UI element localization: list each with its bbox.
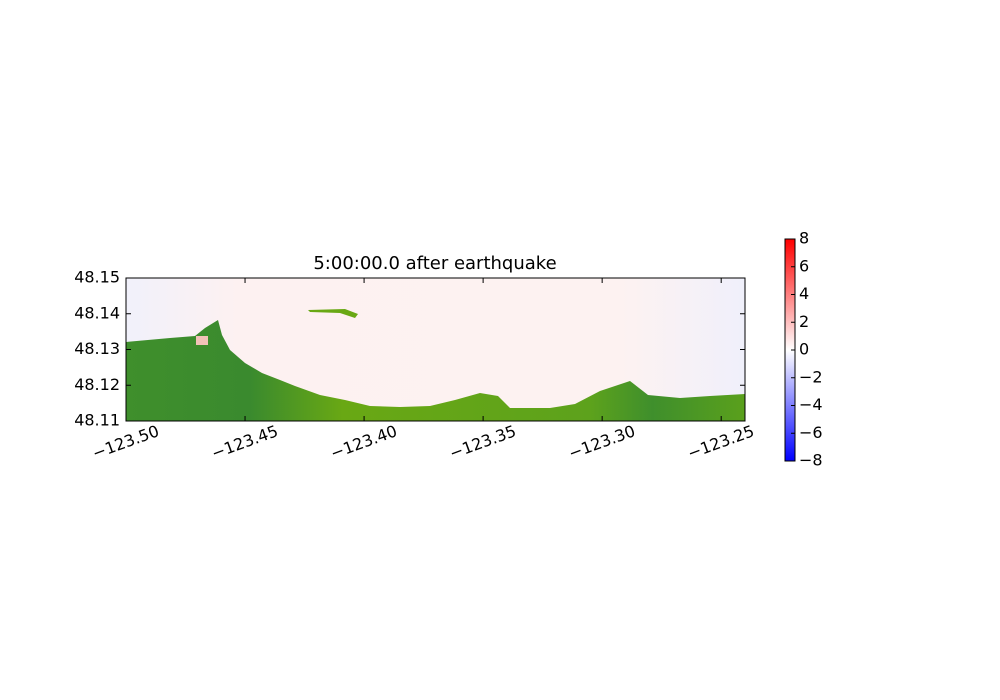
land [126, 320, 745, 421]
colorbar-tick-label: −4 [799, 395, 823, 414]
colorbar-tick-label: −2 [799, 367, 823, 386]
colorbar-tick-label: −8 [799, 451, 823, 470]
colorbar-tick-label: 0 [799, 340, 809, 359]
chart-title: 5:00:00.0 after earthquake [313, 253, 556, 274]
y-tick-label: 48.13 [74, 339, 120, 358]
y-tick-label: 48.12 [74, 375, 120, 394]
colorbar-tick-label: 2 [799, 312, 809, 331]
x-tick-label: −123.25 [685, 421, 757, 463]
y-tick-label: 48.11 [74, 411, 120, 430]
colorbar-tick-label: 4 [799, 284, 809, 303]
x-tick-label: −123.45 [209, 421, 281, 463]
y-tick-label: 48.15 [74, 268, 120, 287]
colorbar-tick-label: 6 [799, 256, 809, 275]
x-tick-label: −123.30 [566, 421, 638, 463]
colorbar-tick-label: −6 [799, 423, 823, 442]
sand-bar [308, 309, 358, 318]
colorbar-tick-label: 8 [799, 229, 809, 248]
y-tick-label: 48.14 [74, 303, 120, 322]
x-tick-label: −123.35 [447, 421, 519, 463]
x-tick-label: −123.40 [328, 421, 400, 463]
lagoon [196, 336, 208, 345]
